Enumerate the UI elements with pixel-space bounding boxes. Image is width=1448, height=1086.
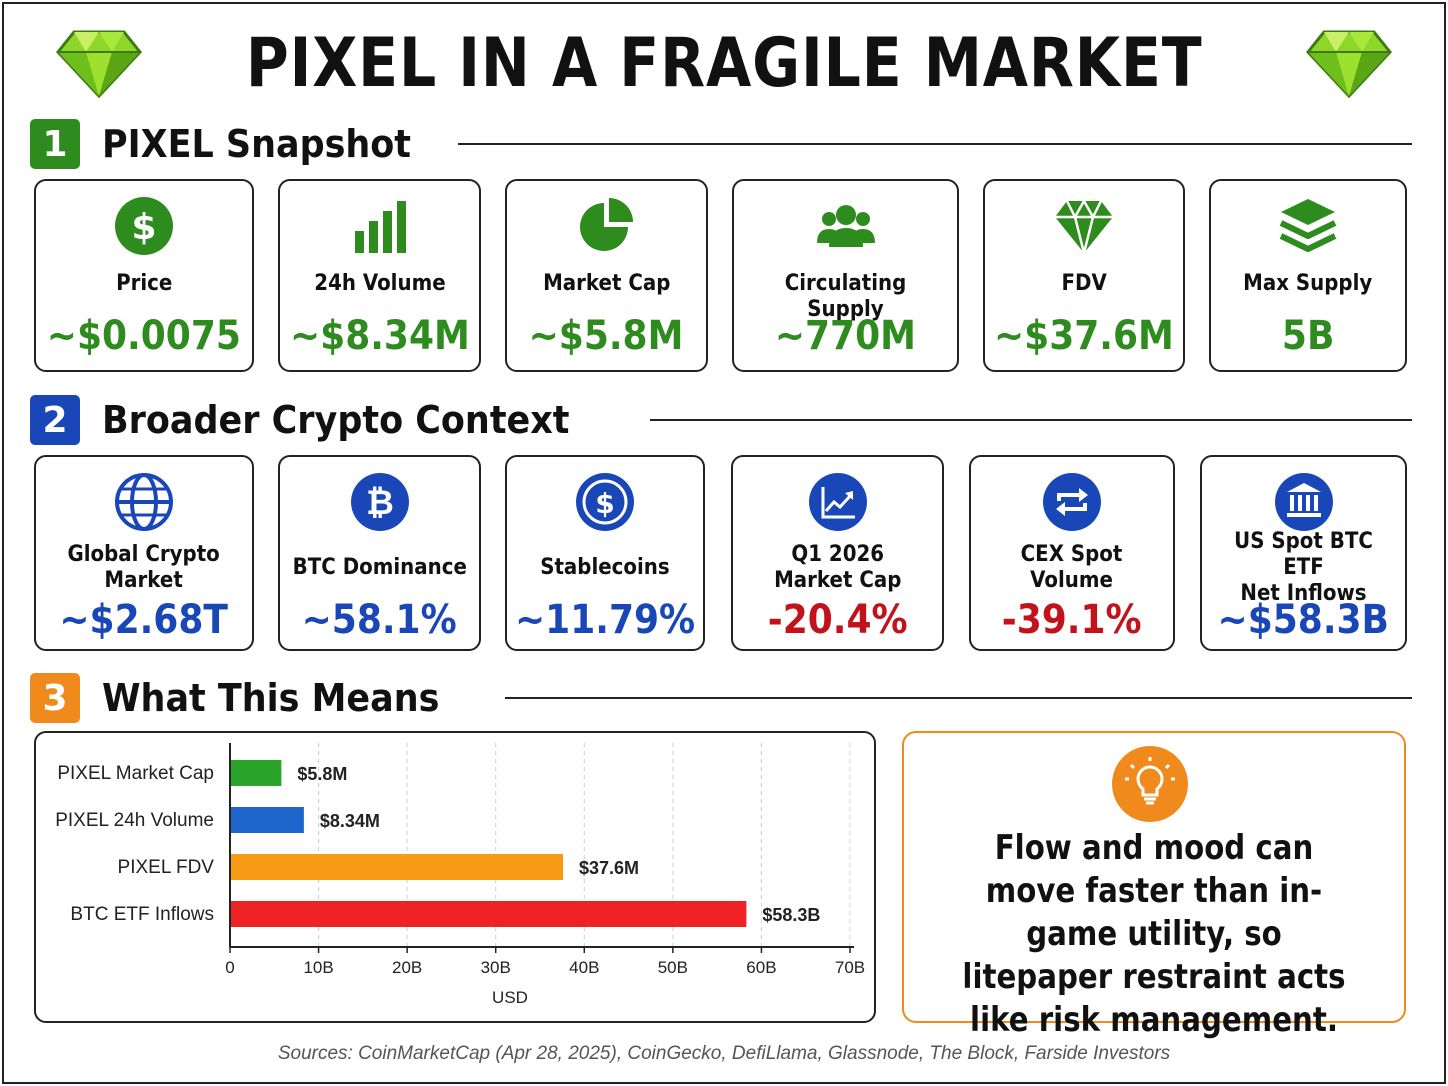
metric-label: Market Cap <box>542 271 671 296</box>
x-tick-label: 20B <box>392 958 422 977</box>
x-tick-label: 50B <box>658 958 688 977</box>
lightbulb-icon <box>1112 746 1188 822</box>
x-tick-label: 10B <box>303 958 333 977</box>
bar-chart-icon <box>354 201 406 253</box>
section-number: 3 <box>30 673 80 723</box>
svg-text:$: $ <box>595 487 614 520</box>
x-tick-label: 60B <box>746 958 776 977</box>
metric-value: 5B <box>1281 313 1335 359</box>
category-label: PIXEL Market Cap <box>57 763 214 784</box>
section-number: 2 <box>30 395 80 445</box>
users-icon <box>816 205 875 247</box>
section-divider <box>457 143 1412 145</box>
context-value: -39.1% <box>1002 597 1142 643</box>
context-card-stablecoins: $ Stablecoins ~11.79% <box>505 455 705 651</box>
bank-icon <box>1274 473 1333 531</box>
metric-value: ~$8.34M <box>289 313 470 359</box>
metric-card-market-cap: Market Cap ~$5.8M <box>505 179 708 372</box>
metric-label: Circulating Supply <box>784 271 907 322</box>
context-value: ~11.79% <box>514 597 696 643</box>
context-label: CEX Spot Volume <box>1021 542 1123 593</box>
category-label: PIXEL FDV <box>118 857 215 878</box>
metric-card-price: $ Price ~$0.0075 <box>34 179 254 372</box>
bar-value-label: $5.8M <box>297 764 347 784</box>
context-label: Global Crypto Market <box>67 542 221 593</box>
context-card-cex-volume: CEX Spot Volume -39.1% <box>969 455 1175 651</box>
metric-value: ~770M <box>774 313 917 359</box>
pie-chart-icon <box>579 198 633 251</box>
metric-value: ~$37.6M <box>994 313 1174 359</box>
context-value: ~$58.3B <box>1217 597 1390 643</box>
bar-value-label: $37.6M <box>579 858 639 878</box>
bar <box>231 807 304 833</box>
bar-value-label: $8.34M <box>320 811 380 831</box>
page-title: PIXEL IN A FRAGILE MARKET <box>245 23 1203 103</box>
section-divider <box>650 419 1412 421</box>
context-label: Q1 2026 Market Cap <box>773 542 902 593</box>
section-title: Broader Crypto Context <box>102 398 570 442</box>
section-header-snapshot: 1 PIXEL Snapshot <box>30 116 1412 172</box>
context-label: US Spot BTC ETF Net Inflows <box>1234 529 1373 606</box>
metric-label: FDV <box>1061 271 1107 296</box>
green-gem-icon <box>1306 30 1393 98</box>
context-card-etf-inflows: US Spot BTC ETF Net Inflows ~$58.3B <box>1200 455 1407 651</box>
section-divider <box>504 697 1412 699</box>
context-card-btc-dominance: ₿ BTC Dominance ~58.1% <box>278 455 481 651</box>
trend-chart-icon <box>808 473 867 531</box>
svg-text:$: $ <box>131 207 156 248</box>
x-tick-label: 40B <box>569 958 599 977</box>
section-header-meaning: 3 What This Means <box>30 670 1412 726</box>
context-card-global-market: Global Crypto Market ~$2.68T <box>34 455 254 651</box>
section-title: PIXEL Snapshot <box>102 122 412 166</box>
context-label: Stablecoins <box>540 555 670 580</box>
context-value: ~58.1% <box>301 597 458 643</box>
metric-value: ~$0.0075 <box>46 313 242 359</box>
bar <box>231 901 747 927</box>
x-tick-label: 30B <box>481 958 511 977</box>
bar-chart-panel: 0 10B 20B 30B 40B 50B 60B 70B USD PIXEL Market Ca… <box>34 731 876 1023</box>
section-number: 1 <box>30 119 80 169</box>
green-gem-icon <box>55 30 142 98</box>
metric-card-fdv: FDV ~$37.6M <box>983 179 1185 372</box>
bar <box>231 854 564 880</box>
layers-icon <box>1279 199 1337 252</box>
metric-value: ~$5.8M <box>529 313 684 359</box>
bitcoin-icon: ₿ <box>350 473 409 531</box>
insight-panel: Flow and mood can move faster than in-ga… <box>902 731 1406 1040</box>
context-value: -20.4% <box>767 597 908 643</box>
metric-card-volume: 24h Volume ~$8.34M <box>278 179 481 372</box>
x-tick-label: 70B <box>835 958 865 977</box>
section-title: What This Means <box>102 676 440 720</box>
bar-value-label: $58.3B <box>762 905 820 925</box>
category-label: BTC ETF Inflows <box>70 904 214 925</box>
title-row: PIXEL IN A FRAGILE MARKET <box>0 18 1448 108</box>
x-axis-label: USD <box>492 988 528 1007</box>
insight-text: Flow and mood can move faster than in-ga… <box>962 828 1346 1040</box>
globe-icon <box>115 473 173 531</box>
section-header-context: 2 Broader Crypto Context <box>30 392 1412 448</box>
context-card-q1-market-cap: Q1 2026 Market Cap -20.4% <box>731 455 944 651</box>
x-tick-label: 0 <box>225 958 234 977</box>
sources-footnote: Sources: CoinMarketCap (Apr 28, 2025), C… <box>277 1043 1171 1064</box>
dollar-circle-icon: $ <box>115 197 173 255</box>
diamond-icon <box>1055 198 1113 254</box>
exchange-icon <box>1043 473 1101 531</box>
bar <box>231 760 282 786</box>
metric-card-circulating-supply: Circulating Supply ~770M <box>732 179 959 372</box>
svg-text:₿: ₿ <box>366 483 394 523</box>
metric-label: Max Supply <box>1243 271 1373 296</box>
category-label: PIXEL 24h Volume <box>55 810 214 831</box>
metric-card-max-supply: Max Supply 5B <box>1209 179 1407 372</box>
bar-chart: 0 10B 20B 30B 40B 50B 60B 70B USD PIXEL Market Ca… <box>55 743 865 1007</box>
metric-label: Price <box>115 271 173 296</box>
metric-label: 24h Volume <box>313 271 446 296</box>
context-value: ~$2.68T <box>59 597 229 643</box>
dollar-coin-icon: $ <box>576 473 634 531</box>
context-label: BTC Dominance <box>292 555 467 580</box>
